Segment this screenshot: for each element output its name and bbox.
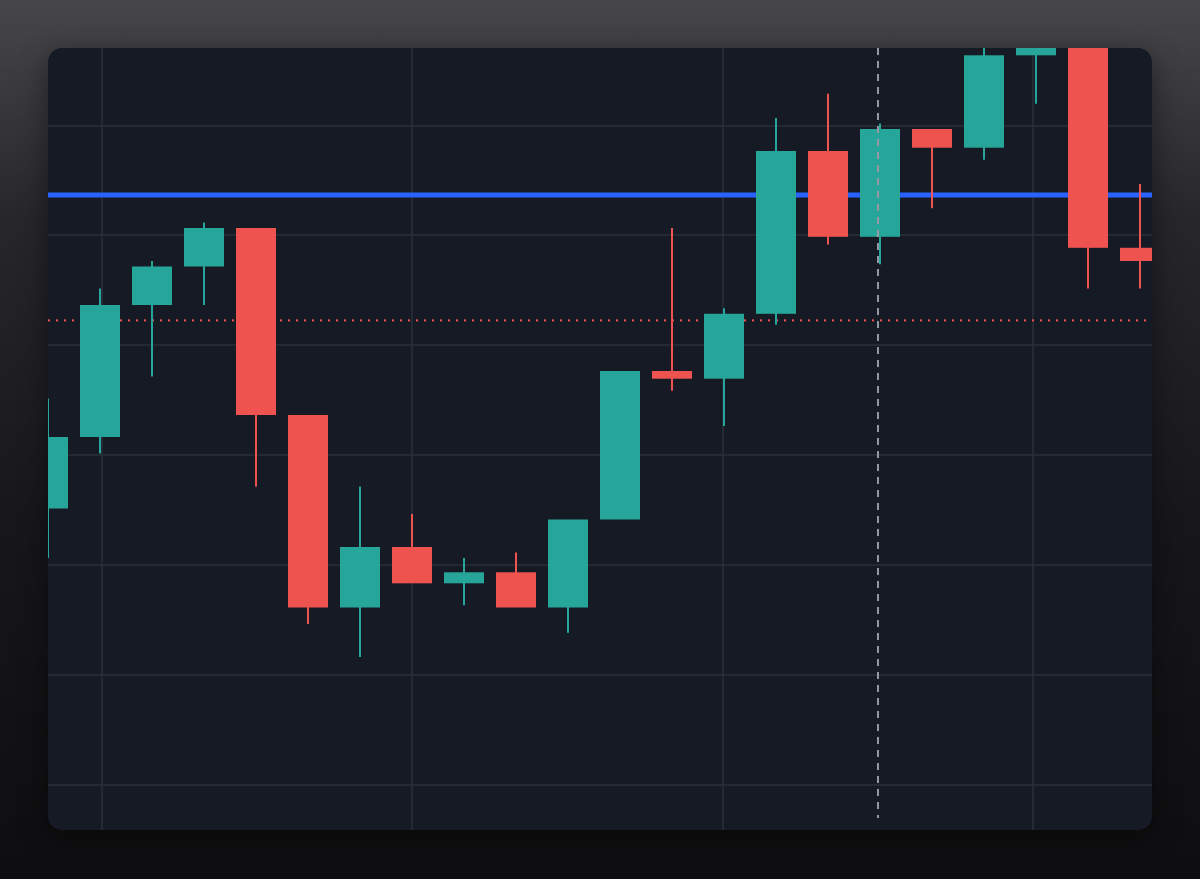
candle-18[interactable] [964,48,1004,160]
candle-0[interactable] [48,398,68,559]
candle-16-body [860,129,900,237]
candle-5-body [288,415,328,608]
candle-5[interactable] [288,415,328,624]
candle-3[interactable] [184,222,224,306]
candle-20[interactable] [1068,48,1108,289]
candle-9[interactable] [496,552,536,608]
candle-11[interactable] [600,371,640,520]
candle-12[interactable] [652,228,692,391]
candle-1-body [80,305,120,437]
candle-1[interactable] [80,288,120,454]
candle-9-body [496,572,536,608]
candle-21[interactable] [1120,184,1152,289]
candle-15-body [808,151,848,237]
candle-14[interactable] [756,118,796,325]
candle-4-body [236,228,276,415]
candle-19[interactable] [1016,48,1056,104]
candle-11-body [600,371,640,520]
candle-7[interactable] [392,514,432,584]
candles [48,48,1152,657]
candle-0-body [48,437,68,509]
grid [48,48,1152,830]
candle-18-body [964,55,1004,148]
candle-17-body [912,129,952,148]
horizontal-lines [48,192,1152,322]
candle-8[interactable] [444,558,484,606]
candle-13[interactable] [704,308,744,426]
candle-4[interactable] [236,228,276,487]
candle-6[interactable] [340,486,380,658]
candle-19-body [1016,48,1056,56]
candle-8-body [444,572,484,584]
candle-6-body [340,547,380,608]
candle-7-body [392,547,432,584]
candle-2[interactable] [132,261,172,377]
candle-2-body [132,266,172,305]
candle-17[interactable] [912,129,952,209]
chart-panel [48,48,1152,830]
candle-14-body [756,151,796,314]
candlestick-chart[interactable] [48,48,1152,830]
candle-3-body [184,228,224,267]
candle-10-body [548,519,588,608]
candle-16[interactable] [860,123,900,265]
candle-12-body [652,371,692,379]
candle-21-body [1120,247,1152,261]
candle-20-body [1068,48,1108,248]
candle-15[interactable] [808,93,848,245]
candle-10[interactable] [548,519,588,633]
candle-13-body [704,313,744,379]
